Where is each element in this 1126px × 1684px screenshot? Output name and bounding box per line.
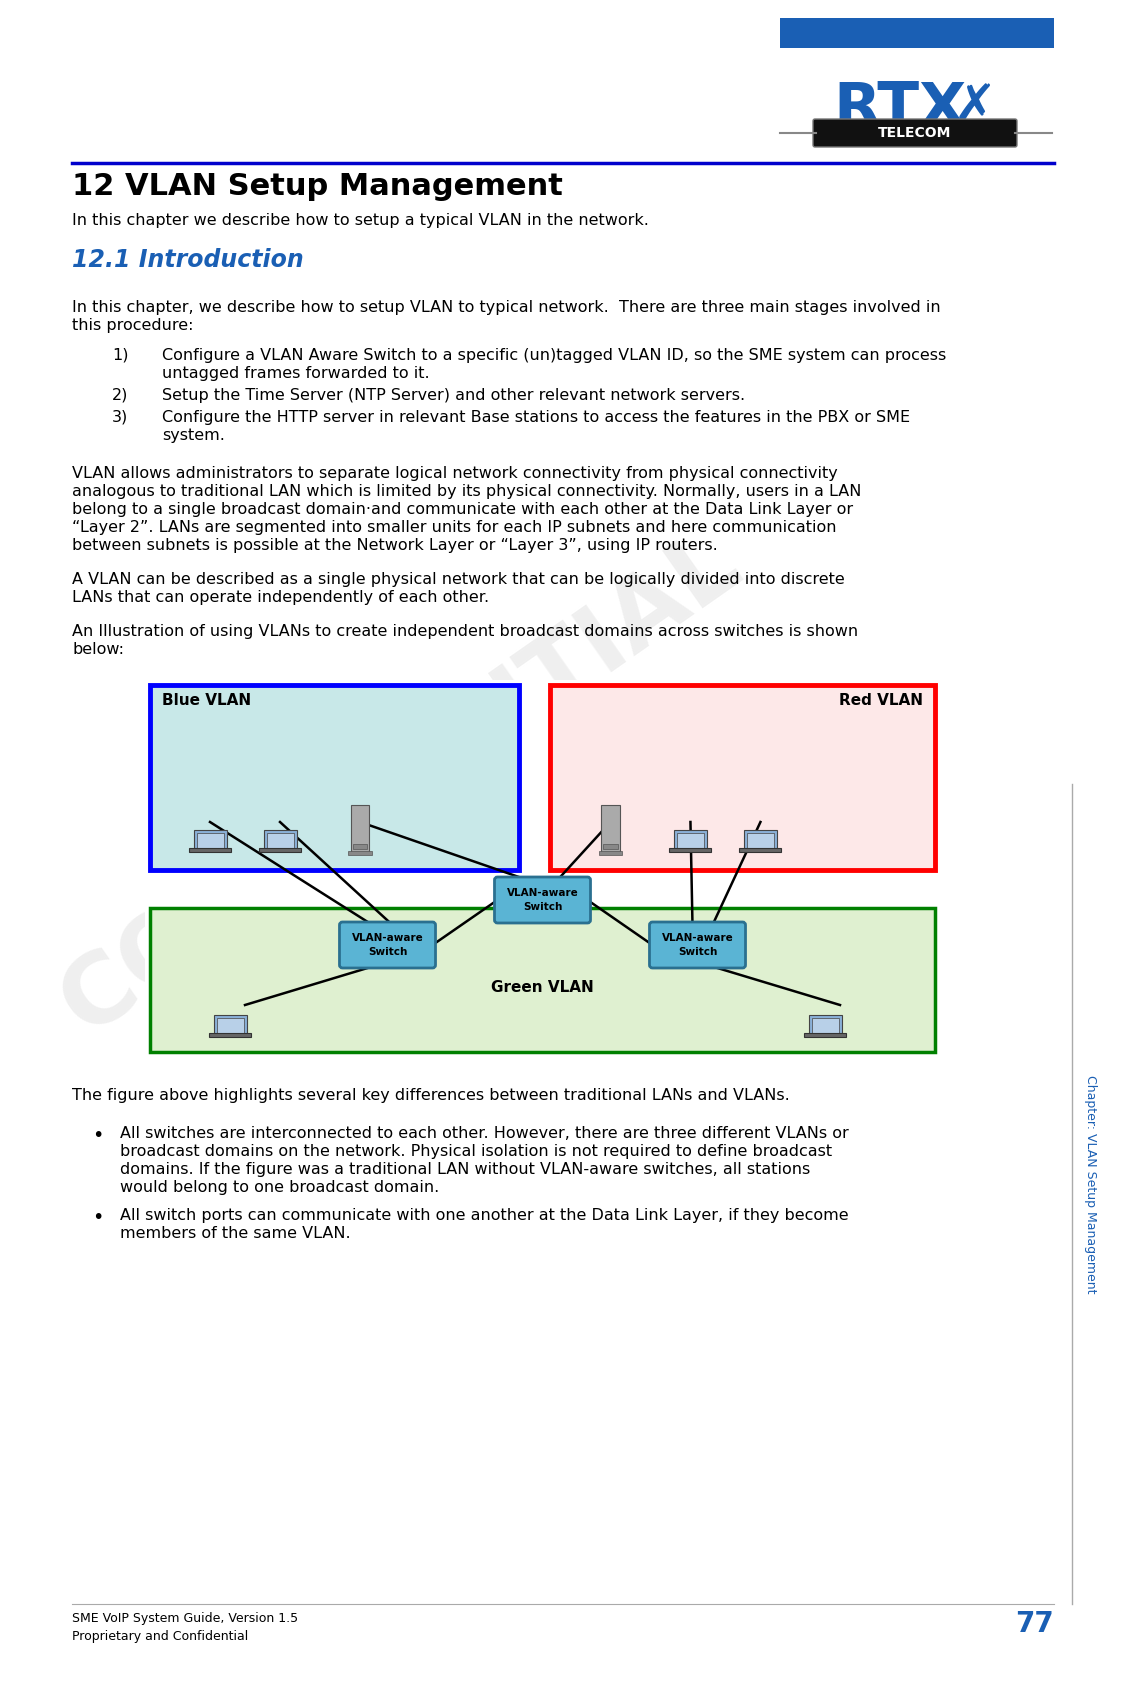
Text: 77: 77: [1016, 1610, 1054, 1639]
Bar: [150, 685, 519, 871]
FancyBboxPatch shape: [494, 877, 590, 923]
Text: between subnets is possible at the Network Layer or “Layer 3”, using IP routers.: between subnets is possible at the Netwo…: [72, 537, 717, 552]
Bar: [744, 830, 777, 850]
Text: belong to a single broadcast domain·and communicate with each other at the Data : belong to a single broadcast domain·and …: [72, 502, 854, 517]
FancyBboxPatch shape: [650, 923, 745, 968]
Text: Blue VLAN: Blue VLAN: [162, 694, 251, 707]
Bar: [189, 849, 231, 852]
Text: VLAN allows administrators to separate logical network connectivity from physica: VLAN allows administrators to separate l…: [72, 466, 838, 482]
Text: LANs that can operate independently of each other.: LANs that can operate independently of e…: [72, 589, 489, 605]
Text: •: •: [92, 1207, 104, 1228]
Text: Red VLAN: Red VLAN: [839, 694, 923, 707]
Text: Chapter: VLAN Setup Management: Chapter: VLAN Setup Management: [1083, 1074, 1097, 1293]
Text: untagged frames forwarded to it.: untagged frames forwarded to it.: [162, 365, 430, 381]
Text: “Layer 2”. LANs are segmented into smaller units for each IP subnets and here co: “Layer 2”. LANs are segmented into small…: [72, 520, 837, 536]
Text: members of the same VLAN.: members of the same VLAN.: [120, 1226, 350, 1241]
Bar: [740, 849, 781, 852]
Text: Switch: Switch: [368, 946, 408, 957]
Bar: [150, 908, 935, 1052]
Bar: [812, 1017, 839, 1034]
Text: VLAN-aware: VLAN-aware: [507, 887, 579, 898]
Text: Configure a VLAN Aware Switch to a specific (un)tagged VLAN ID, so the SME syste: Configure a VLAN Aware Switch to a speci…: [162, 349, 946, 364]
Text: would belong to one broadcast domain.: would belong to one broadcast domain.: [120, 1180, 439, 1196]
Text: TELECOM: TELECOM: [878, 126, 951, 140]
Text: Proprietary and Confidential: Proprietary and Confidential: [72, 1630, 248, 1644]
Text: VLAN-aware: VLAN-aware: [351, 933, 423, 943]
Bar: [216, 1017, 243, 1034]
Text: this procedure:: this procedure:: [72, 318, 194, 333]
Bar: [263, 830, 296, 850]
Text: RTX: RTX: [833, 81, 966, 140]
Text: below:: below:: [72, 642, 124, 657]
Text: 12.1 Introduction: 12.1 Introduction: [72, 248, 304, 273]
Bar: [348, 852, 372, 855]
Text: All switch ports can communicate with one another at the Data Link Layer, if the: All switch ports can communicate with on…: [120, 1207, 849, 1223]
Text: 12 VLAN Setup Management: 12 VLAN Setup Management: [72, 172, 563, 200]
Bar: [601, 805, 619, 852]
Text: The figure above highlights several key differences between traditional LANs and: The figure above highlights several key …: [72, 1088, 789, 1103]
Bar: [599, 852, 623, 855]
Bar: [267, 834, 294, 849]
Text: 2): 2): [111, 387, 128, 402]
Text: domains. If the figure was a traditional LAN without VLAN-aware switches, all st: domains. If the figure was a traditional…: [120, 1162, 811, 1177]
Bar: [259, 849, 301, 852]
Text: Configure the HTTP server in relevant Base stations to access the features in th: Configure the HTTP server in relevant Ba…: [162, 409, 910, 424]
Text: Setup the Time Server (NTP Server) and other relevant network servers.: Setup the Time Server (NTP Server) and o…: [162, 387, 745, 402]
Text: In this chapter, we describe how to setup VLAN to typical network.  There are th: In this chapter, we describe how to setu…: [72, 300, 940, 315]
Text: Switch: Switch: [522, 903, 562, 913]
Text: 1): 1): [111, 349, 128, 364]
Bar: [804, 1034, 846, 1037]
Bar: [780, 19, 1054, 49]
Bar: [214, 1014, 247, 1036]
Text: SME VoIP System Guide, Version 1.5: SME VoIP System Guide, Version 1.5: [72, 1612, 298, 1625]
Text: A VLAN can be described as a single physical network that can be logically divid: A VLAN can be described as a single phys…: [72, 573, 844, 588]
Text: ✗: ✗: [953, 83, 998, 135]
Bar: [747, 834, 774, 849]
Bar: [209, 1034, 251, 1037]
Text: VLAN-aware: VLAN-aware: [662, 933, 733, 943]
Bar: [197, 834, 223, 849]
Text: Switch: Switch: [678, 946, 717, 957]
Bar: [677, 834, 704, 849]
Bar: [551, 685, 935, 871]
Text: system.: system.: [162, 428, 225, 443]
Text: 3): 3): [111, 409, 128, 424]
Text: broadcast domains on the network. Physical isolation is not required to define b: broadcast domains on the network. Physic…: [120, 1143, 832, 1159]
Text: Green VLAN: Green VLAN: [491, 980, 593, 995]
Bar: [604, 844, 618, 849]
FancyBboxPatch shape: [340, 923, 436, 968]
Bar: [145, 680, 940, 1059]
FancyBboxPatch shape: [813, 120, 1017, 147]
Bar: [352, 844, 367, 849]
Bar: [670, 849, 712, 852]
Text: In this chapter we describe how to setup a typical VLAN in the network.: In this chapter we describe how to setup…: [72, 212, 649, 227]
Bar: [194, 830, 226, 850]
Text: All switches are interconnected to each other. However, there are three differen: All switches are interconnected to each …: [120, 1127, 849, 1142]
Text: •: •: [92, 1127, 104, 1145]
Text: An Illustration of using VLANs to create independent broadcast domains across sw: An Illustration of using VLANs to create…: [72, 625, 858, 638]
Text: CONFIDENTIAL: CONFIDENTIAL: [43, 515, 757, 1052]
Text: analogous to traditional LAN which is limited by its physical connectivity. Norm: analogous to traditional LAN which is li…: [72, 483, 861, 498]
Bar: [351, 805, 369, 852]
Bar: [808, 1014, 841, 1036]
Bar: [674, 830, 707, 850]
